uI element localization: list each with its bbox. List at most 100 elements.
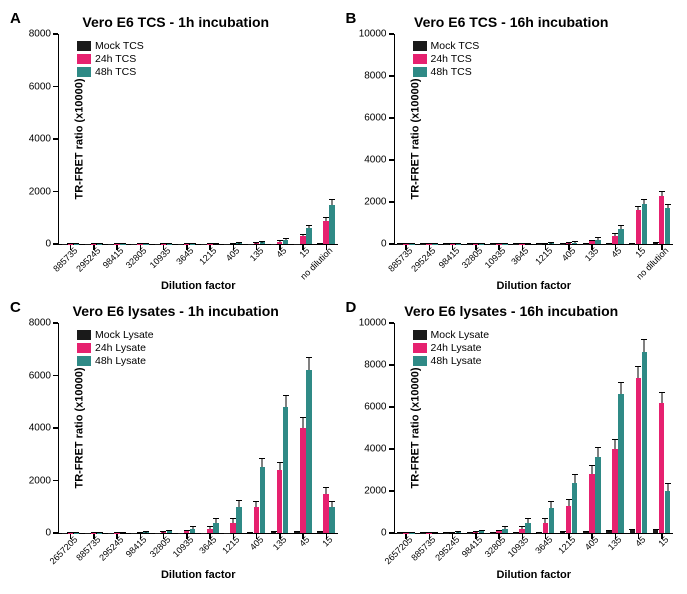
error-cap [589, 240, 595, 241]
y-tick [53, 33, 58, 35]
x-tick-label: 135 [606, 534, 624, 552]
bar [213, 523, 219, 534]
bar [572, 483, 578, 533]
panel-letter: C [10, 299, 21, 316]
x-tick-label: 98415 [460, 534, 485, 559]
legend-label: Mock TCS [95, 40, 144, 52]
error-cap [496, 530, 502, 531]
y-tick-label: 0 [381, 239, 387, 250]
x-tick-label: 295245 [74, 245, 102, 273]
error-bar [568, 499, 569, 505]
error-cap [97, 243, 103, 244]
error-cap [629, 529, 635, 530]
error-cap [502, 243, 508, 244]
error-cap [213, 243, 219, 244]
error-cap [73, 243, 79, 244]
legend-item: Mock Lysate [77, 329, 154, 341]
error-cap [641, 199, 647, 200]
error-cap [160, 531, 166, 532]
error-cap [329, 199, 335, 200]
x-tick-label: 405 [224, 245, 242, 263]
legend-item: 24h Lysate [77, 342, 154, 354]
x-tick-label: 2657205 [383, 534, 415, 566]
error-cap [166, 243, 172, 244]
error-cap [277, 240, 283, 241]
bar [659, 403, 665, 533]
bar [294, 532, 300, 533]
error-cap [120, 532, 126, 533]
error-bar [591, 466, 592, 474]
error-cap [635, 366, 641, 367]
x-tick-label: 32805 [147, 534, 172, 559]
error-bar [215, 519, 216, 523]
x-tick-label: 98415 [101, 245, 126, 270]
x-tick-label: 3645 [533, 534, 554, 555]
y-axis-label: TR-FRET ratio (x10000) [74, 78, 86, 199]
x-tick-label: 295245 [433, 534, 461, 562]
legend-label: 48h Lysate [431, 355, 482, 367]
bar [612, 236, 618, 244]
x-tick-label: 405 [560, 245, 578, 263]
error-bar [302, 418, 303, 429]
x-axis-label: Dilution factor [496, 569, 571, 581]
legend-item: 24h TCS [77, 53, 144, 65]
bar [190, 529, 196, 533]
legend-item: 48h Lysate [413, 355, 490, 367]
bar [329, 205, 335, 244]
y-tick-label: 4000 [364, 444, 386, 455]
error-bar [644, 340, 645, 353]
legend-item: 48h Lysate [77, 355, 154, 367]
bar [283, 407, 289, 533]
error-bar [644, 200, 645, 205]
chart-area: TR-FRET ratio (x10000)Dilution factor020… [394, 34, 674, 245]
legend: Mock Lysate24h Lysate48h Lysate [77, 329, 154, 368]
bar [665, 208, 671, 244]
error-cap [548, 501, 554, 502]
error-cap [259, 458, 265, 459]
error-cap [618, 382, 624, 383]
y-tick [53, 322, 58, 324]
bar [642, 352, 648, 533]
x-tick-label: 3645 [174, 245, 195, 266]
y-tick-label: 0 [381, 528, 387, 539]
x-tick-label: 15 [321, 534, 335, 548]
error-cap [432, 243, 438, 244]
bar [254, 243, 260, 244]
error-cap [583, 243, 589, 244]
legend-swatch [77, 54, 91, 64]
y-tick-label: 6000 [364, 402, 386, 413]
error-cap [300, 234, 306, 235]
bar [300, 428, 306, 533]
error-cap [479, 243, 485, 244]
y-tick-label: 6000 [29, 81, 51, 92]
error-cap [659, 392, 665, 393]
x-tick-label: 98415 [436, 245, 461, 270]
legend-swatch [413, 41, 427, 51]
legend-item: Mock TCS [77, 40, 144, 52]
error-cap [143, 531, 149, 532]
x-axis-label: Dilution factor [161, 569, 236, 581]
y-tick [53, 532, 58, 534]
bar [300, 236, 306, 244]
bar [549, 508, 555, 533]
error-bar [528, 519, 529, 523]
y-tick-label: 10000 [359, 318, 387, 329]
bar [653, 243, 659, 244]
bar [184, 531, 190, 533]
error-cap [525, 243, 531, 244]
chart-area: TR-FRET ratio (x10000)Dilution factor020… [58, 34, 338, 245]
bar [566, 243, 572, 244]
bar [167, 531, 173, 533]
error-cap [409, 532, 415, 533]
y-tick [53, 480, 58, 482]
legend-label: Mock TCS [431, 40, 480, 52]
error-cap [166, 530, 172, 531]
y-axis-label: TR-FRET ratio (x10000) [74, 367, 86, 488]
bar [636, 210, 642, 244]
bar [236, 243, 242, 244]
x-tick-label: 1215 [221, 534, 242, 555]
y-tick [389, 159, 394, 161]
y-tick-label: 4000 [364, 155, 386, 166]
bar [612, 449, 618, 533]
error-bar [326, 487, 327, 494]
